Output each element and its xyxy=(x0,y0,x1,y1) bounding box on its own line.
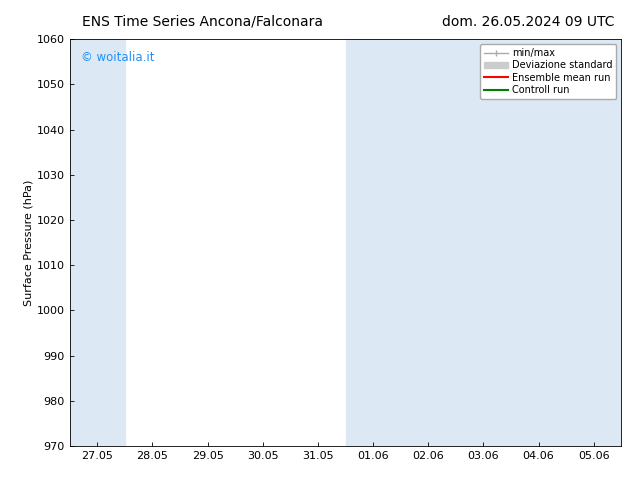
Text: © woitalia.it: © woitalia.it xyxy=(81,51,154,64)
Text: ENS Time Series Ancona/Falconara: ENS Time Series Ancona/Falconara xyxy=(82,15,323,29)
Bar xyxy=(511,39,621,446)
Bar xyxy=(346,39,511,446)
Legend: min/max, Deviazione standard, Ensemble mean run, Controll run: min/max, Deviazione standard, Ensemble m… xyxy=(480,44,616,99)
Y-axis label: Surface Pressure (hPa): Surface Pressure (hPa) xyxy=(24,179,34,306)
Bar xyxy=(70,39,125,446)
Text: dom. 26.05.2024 09 UTC: dom. 26.05.2024 09 UTC xyxy=(443,15,615,29)
